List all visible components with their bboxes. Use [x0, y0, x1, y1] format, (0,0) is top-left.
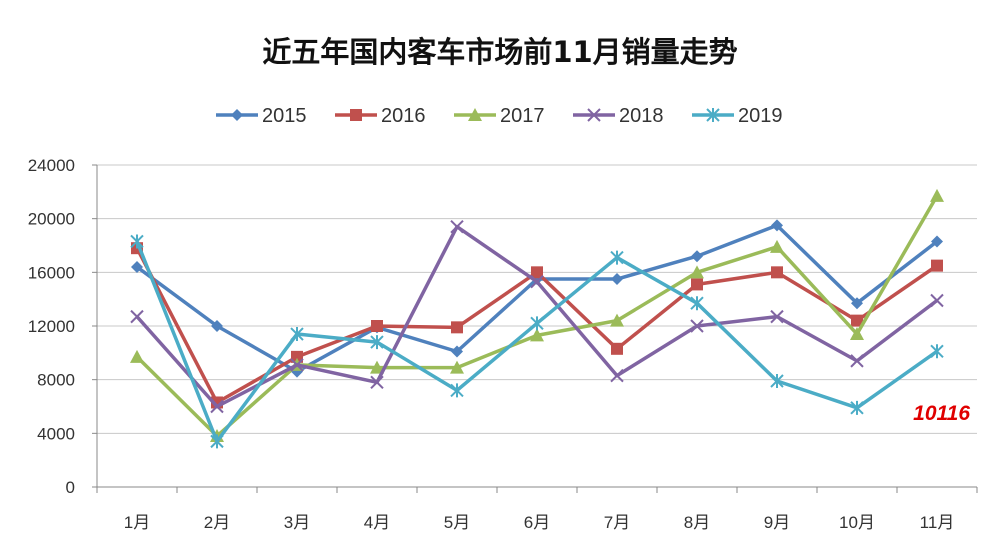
- data-point: [691, 250, 703, 263]
- data-point: [468, 108, 482, 121]
- y-tick-label: 16000: [28, 263, 75, 282]
- data-point: [690, 319, 704, 333]
- data-point: [211, 320, 223, 332]
- data-point: [611, 342, 623, 355]
- data-point: [930, 344, 944, 359]
- data-point: [770, 374, 784, 389]
- data-point: [587, 108, 601, 122]
- data-point: [451, 345, 463, 358]
- data-point: [850, 400, 864, 415]
- data-point: [531, 266, 543, 279]
- data-point: [851, 297, 863, 310]
- data-point: [350, 109, 362, 121]
- data-point: [690, 265, 704, 279]
- x-tick-label: 10月: [839, 513, 875, 532]
- data-point: [771, 266, 783, 279]
- data-point: [370, 360, 384, 374]
- data-point: [291, 350, 303, 363]
- chart-title: 近五年国内客车市场前11月销量走势: [262, 35, 737, 69]
- x-tick-label: 2月: [204, 513, 230, 532]
- data-point: [530, 316, 544, 331]
- data-point: [451, 321, 463, 334]
- data-point: [850, 354, 864, 368]
- y-tick-label: 4000: [37, 424, 75, 443]
- data-point: [691, 278, 703, 291]
- data-point: [131, 260, 143, 273]
- data-point: [770, 239, 784, 253]
- data-point: [371, 320, 383, 332]
- y-tick-label: 8000: [37, 371, 75, 390]
- data-point: [930, 293, 944, 308]
- series-2019: [130, 234, 944, 449]
- annotation-label: 10116: [913, 402, 970, 425]
- data-point: [210, 399, 224, 414]
- legend-item-2017: 2017: [454, 105, 545, 127]
- legend-item-2018: 2018: [573, 105, 664, 127]
- data-point: [210, 434, 224, 449]
- data-point: [610, 313, 624, 327]
- data-point: [610, 368, 624, 383]
- data-point: [370, 335, 384, 350]
- legend: 2015 2016 2017 2018 2019: [216, 105, 783, 127]
- data-point: [231, 109, 243, 121]
- series-line: [135, 194, 939, 438]
- series-2018: [130, 220, 944, 414]
- data-point: [450, 360, 464, 374]
- data-point: [610, 250, 624, 265]
- x-tick-label: 1月: [124, 513, 150, 532]
- data-point: [931, 259, 943, 272]
- x-tick-label: 5月: [444, 513, 470, 532]
- legend-label: 2015: [262, 105, 307, 127]
- data-point: [706, 108, 720, 122]
- x-tick-label: 3月: [284, 513, 310, 532]
- data-point: [450, 383, 464, 398]
- legend-item-2019: 2019: [692, 105, 783, 127]
- x-tick-label: 7月: [604, 513, 630, 532]
- y-tick-label: 20000: [28, 210, 75, 229]
- axes: 0 4000 8000 12000 16000 20000 24000 1月 2月 3月 4月 5月 6…: [28, 156, 978, 532]
- y-tick-label: 24000: [28, 156, 75, 175]
- data-point: [611, 273, 623, 286]
- data-point: [530, 275, 544, 289]
- data-point: [851, 314, 863, 327]
- data-point: [130, 234, 144, 249]
- series-2017: [130, 188, 944, 443]
- x-tick-label: 8月: [684, 513, 710, 532]
- legend-item-2015: 2015: [216, 105, 307, 127]
- data-point: [850, 327, 864, 341]
- data-point: [290, 358, 304, 372]
- data-point: [690, 296, 704, 311]
- x-tick-label: 9月: [764, 513, 790, 532]
- legend-label: 2017: [500, 105, 545, 127]
- legend-label: 2018: [619, 105, 664, 127]
- data-point: [290, 327, 304, 342]
- x-tick-label: 6月: [524, 513, 550, 532]
- y-tick-label: 12000: [28, 317, 75, 336]
- data-point: [450, 220, 464, 234]
- y-tick-label: 0: [66, 478, 75, 497]
- data-point: [930, 188, 944, 202]
- grid: [97, 164, 977, 488]
- data-point: [130, 309, 144, 324]
- data-point: [130, 349, 144, 363]
- data-point: [771, 219, 783, 232]
- x-tick-label: 11月: [920, 513, 955, 532]
- data-point: [530, 328, 544, 342]
- legend-label: 2019: [738, 105, 783, 127]
- data-point: [770, 309, 784, 324]
- series-group: [130, 188, 944, 449]
- legend-item-2016: 2016: [335, 105, 426, 127]
- x-tick-label: 4月: [364, 513, 390, 532]
- data-point: [931, 235, 943, 248]
- data-point: [370, 375, 384, 390]
- legend-label: 2016: [381, 105, 426, 127]
